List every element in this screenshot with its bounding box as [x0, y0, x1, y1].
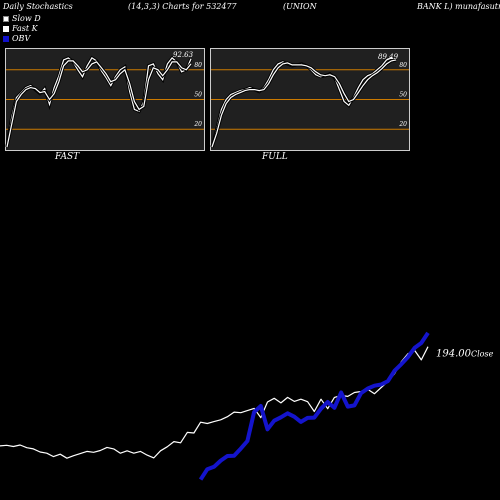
- last-value-label: 89.49: [378, 53, 399, 61]
- price-obv-chart: 194.00Close: [0, 331, 494, 481]
- y-tick-label: 80: [194, 62, 202, 69]
- last-value-label: 92.63: [173, 51, 194, 59]
- legend-label: Slow D: [12, 14, 41, 23]
- y-tick-label: 50: [194, 92, 202, 99]
- legend-label: Fast K: [12, 24, 38, 33]
- header-left: Daily Stochastics: [3, 2, 73, 11]
- y-tick-label: 20: [193, 121, 202, 128]
- fast-panel-title: FAST: [55, 152, 80, 162]
- legend-label: OBV: [12, 34, 31, 43]
- close-suffix: Close: [471, 350, 494, 359]
- y-tick-label: 80: [399, 62, 407, 69]
- obv-line: [198, 331, 430, 481]
- header-company-b: BANK L) munafasutra.co: [417, 2, 500, 11]
- slow-d-line: [6, 60, 192, 148]
- legend-obv: OBV: [3, 34, 30, 43]
- close-value: 194.00: [436, 349, 472, 360]
- legend-slow-d: Slow D: [3, 14, 41, 23]
- slow-d-swatch: [3, 15, 9, 22]
- obv-swatch: [3, 35, 9, 42]
- y-tick-label: 50: [399, 92, 407, 99]
- close-value-label: 194.00Close: [436, 349, 494, 360]
- close-price-line: [0, 346, 429, 459]
- slow-d-line: [211, 59, 397, 148]
- y-tick-label: 20: [398, 121, 407, 128]
- full-panel-title: FULL: [262, 152, 288, 162]
- header-params: (14,3,3) Charts for 532477: [128, 2, 237, 11]
- fast-k-swatch: [3, 25, 9, 32]
- header-company-a: (UNION: [283, 2, 317, 11]
- legend-fast-k: Fast K: [3, 24, 38, 33]
